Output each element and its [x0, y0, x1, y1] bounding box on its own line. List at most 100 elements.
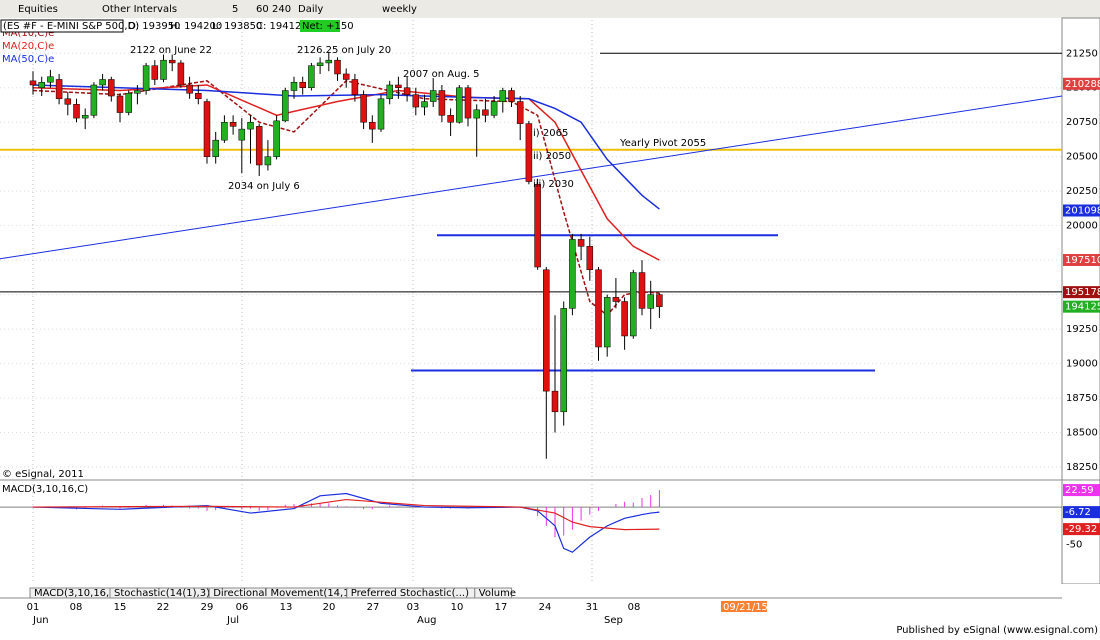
day-label: 10	[451, 602, 464, 613]
y-tick-label: 20000	[1066, 221, 1098, 232]
candle-body	[456, 87, 463, 123]
candle-body	[90, 84, 98, 116]
candle-body	[273, 120, 280, 157]
candle-body	[656, 294, 663, 307]
toolbar-item[interactable]: 5	[232, 4, 238, 15]
candle-body	[369, 121, 376, 130]
symbol-box	[0, 19, 124, 33]
day-label: 29	[201, 602, 214, 613]
tab-label[interactable]: Stochastic(14(1),3)	[114, 588, 210, 599]
candle-body	[421, 101, 428, 108]
candle-body	[125, 93, 132, 113]
candle-body	[73, 104, 80, 119]
candle-body	[577, 239, 585, 247]
candle-body	[403, 87, 411, 95]
ma-legend: MA(10,C)e	[2, 28, 54, 39]
candle-body	[499, 90, 507, 102]
annotation: 2122 on June 22	[130, 45, 212, 56]
y-tick-label: 18750	[1066, 393, 1098, 404]
tab-label[interactable]: Directional Movement(14,14)	[213, 588, 360, 599]
y-tick-label: 20750	[1066, 117, 1098, 128]
tab[interactable]	[474, 587, 513, 599]
quote: O: 193950	[128, 21, 180, 32]
price-flag	[1063, 286, 1100, 299]
day-label: 08	[628, 602, 641, 613]
candle-body	[299, 81, 306, 88]
candle-body	[221, 121, 228, 141]
candle-body	[508, 90, 515, 102]
day-label: 15	[114, 602, 127, 613]
candle-body	[595, 269, 602, 348]
toolbar-item[interactable]: weekly	[382, 4, 417, 15]
candle-body	[247, 121, 254, 130]
candle-body	[81, 115, 89, 119]
day-label: 08	[70, 602, 83, 613]
footer: Published by eSignal (www.esignal.com)	[896, 625, 1098, 636]
candle-body	[482, 109, 489, 116]
candle-body	[429, 90, 437, 102]
candle-body	[134, 90, 141, 94]
price-flag	[1063, 300, 1100, 313]
candle-body	[325, 59, 333, 64]
month-label: Sep	[604, 615, 623, 626]
price-flag-label: 194125	[1065, 302, 1100, 313]
candle-body	[108, 79, 115, 97]
tab-label[interactable]: Preferred Stochastic(...)	[351, 588, 469, 599]
tab-label[interactable]: MACD(3,10,16,C)	[34, 588, 120, 599]
tab-label[interactable]: Volume	[479, 588, 516, 599]
quote: H: 194200	[170, 21, 222, 32]
toolbar	[0, 0, 1100, 18]
chart-area	[0, 18, 1100, 584]
candle-body	[603, 297, 611, 348]
y-tick-label: 20500	[1066, 152, 1098, 163]
y-tick-label: 20250	[1066, 186, 1098, 197]
candle-body	[334, 59, 341, 75]
candle-body	[630, 272, 637, 337]
candle-body	[360, 94, 367, 123]
candle-body	[282, 90, 289, 122]
candle-body	[64, 98, 72, 105]
candle-body	[560, 308, 567, 413]
candle-body	[395, 84, 402, 88]
candle-body	[543, 269, 550, 392]
day-label: 03	[407, 602, 420, 613]
annotation: 2126.25 on July 20	[297, 45, 391, 56]
price-flag-label: 195178	[1065, 287, 1100, 298]
day-label: 01	[27, 602, 40, 613]
month-label: Jul	[226, 615, 239, 626]
candle-body	[308, 65, 315, 88]
day-label: 27	[367, 602, 380, 613]
candle-body	[386, 84, 393, 100]
candle-body	[264, 156, 272, 166]
macd-title: MACD(3,10,16,C)	[2, 484, 88, 495]
candle-body	[342, 73, 350, 80]
macd-flag	[1063, 484, 1100, 497]
y-tick-label: 19250	[1066, 324, 1098, 335]
day-label: 13	[280, 602, 293, 613]
toolbar-item[interactable]: Daily	[298, 4, 323, 15]
price-flag	[1063, 204, 1100, 217]
macd-flag	[1063, 506, 1100, 519]
ma-legend: MA(50,C)e	[2, 54, 54, 65]
month-label: Jun	[32, 615, 49, 626]
macd-tick-label: -50	[1066, 540, 1082, 551]
macd-flag-label: 22.59	[1065, 485, 1094, 496]
annotation: 2007 on Aug. 5	[403, 69, 480, 80]
month-label: Aug	[417, 615, 437, 626]
y-tick-label: 18500	[1066, 427, 1098, 438]
toolbar-item[interactable]: 60	[256, 4, 269, 15]
day-label: 17	[495, 602, 508, 613]
y-tick-label: 19000	[1066, 359, 1098, 370]
toolbar-item[interactable]: Equities	[18, 4, 58, 15]
candle-body	[55, 79, 63, 100]
day-label: 31	[586, 602, 599, 613]
candle-body	[447, 115, 454, 123]
candle-body	[212, 139, 219, 157]
toolbar-item[interactable]: Other Intervals	[102, 4, 177, 15]
toolbar-item[interactable]: 240	[272, 4, 291, 15]
candle-body	[464, 87, 472, 119]
candle-body	[47, 76, 54, 83]
candle-body	[490, 101, 498, 116]
